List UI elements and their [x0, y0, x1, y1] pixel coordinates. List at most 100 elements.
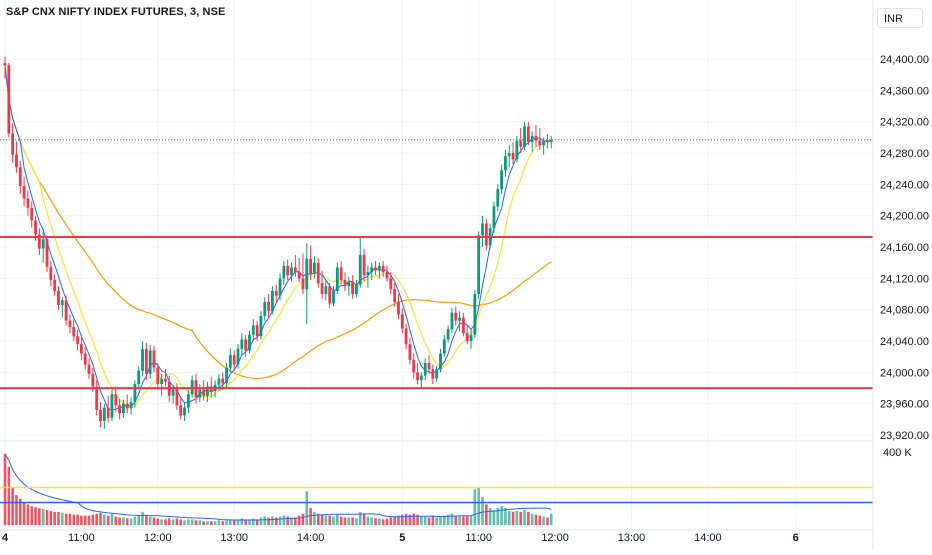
- volume-bar: [431, 516, 435, 525]
- candle: [251, 319, 255, 342]
- time-tick-label: 14:00: [694, 532, 722, 544]
- candle-body: [3, 63, 7, 66]
- candle: [80, 337, 83, 360]
- candle: [221, 372, 225, 390]
- candle-body: [400, 314, 404, 329]
- volume-bar: [507, 510, 511, 525]
- candle-body: [515, 140, 519, 160]
- volume-bar: [420, 516, 423, 525]
- currency-button[interactable]: INR: [877, 8, 923, 28]
- volume-bar: [393, 516, 396, 525]
- candle-body: [179, 405, 183, 416]
- volume-bar: [156, 518, 160, 525]
- candle-body: [217, 378, 221, 385]
- volume-bar: [549, 513, 553, 525]
- price-tick-label: 24,200.00: [880, 211, 929, 223]
- time-tick-label: 14:00: [297, 532, 325, 544]
- moving-averages: [4, 65, 552, 411]
- candle-body: [370, 267, 374, 273]
- candle-body: [385, 272, 389, 279]
- candle: [129, 397, 133, 415]
- candle: [18, 160, 22, 194]
- candle-body: [244, 339, 248, 351]
- volume-bar: [542, 516, 545, 525]
- volume-bar: [481, 496, 484, 525]
- candle-body: [439, 353, 442, 370]
- candle-body: [122, 403, 125, 414]
- candle: [125, 394, 129, 414]
- price-axis[interactable]: 24,400.00 24,360.00 24,320.00 24,280.00 24,2…: [872, 0, 932, 550]
- volume-bar: [462, 516, 465, 525]
- candle-body: [171, 389, 175, 396]
- candle: [313, 256, 316, 279]
- candle-body: [301, 278, 305, 290]
- volume-bar: [49, 510, 53, 525]
- candle-body: [484, 223, 488, 246]
- candle-body: [202, 389, 206, 396]
- volume-bar: [183, 520, 186, 525]
- candle-body: [57, 290, 60, 305]
- candle: [76, 330, 79, 351]
- candle: [362, 248, 366, 282]
- candle-body: [293, 267, 297, 273]
- candle-body: [351, 281, 355, 295]
- candle-body: [332, 290, 335, 304]
- candle: [408, 337, 412, 365]
- volume-bar: [41, 509, 45, 525]
- candle-body: [129, 402, 133, 409]
- candle: [538, 128, 542, 150]
- candle: [477, 231, 481, 299]
- candle-body: [416, 372, 419, 381]
- volume-bar: [530, 513, 534, 525]
- candle: [202, 380, 206, 401]
- candle: [57, 286, 60, 310]
- candle-body: [328, 286, 332, 304]
- volume-bar: [34, 507, 37, 525]
- volume-bar: [221, 521, 225, 525]
- candle-body: [267, 301, 270, 312]
- volume-bar: [343, 517, 347, 525]
- candle-body: [232, 355, 236, 365]
- candle-body: [95, 386, 99, 410]
- candle: [507, 145, 511, 168]
- candle-body: [435, 369, 439, 379]
- volume-bar: [179, 519, 183, 525]
- candle-body: [87, 364, 91, 374]
- volume-bar: [217, 520, 221, 525]
- candle: [523, 121, 526, 150]
- candle-body: [366, 272, 370, 276]
- volume-bar: [248, 519, 251, 525]
- candle-body: [500, 170, 503, 190]
- candle-body: [481, 223, 484, 236]
- candle: [347, 276, 351, 296]
- volume-bar: [68, 513, 72, 525]
- volume-bar: [297, 515, 301, 525]
- time-axis[interactable]: 4 11:00 12:00 13:00 14:00 5 11:00 12:00 13:00 14:…: [2, 532, 799, 544]
- volume-bar: [389, 517, 393, 525]
- candle-body: [523, 126, 526, 147]
- volume-ma-line: [4, 453, 552, 521]
- candle: [297, 258, 301, 283]
- candle-body: [542, 140, 546, 146]
- candle: [481, 215, 484, 248]
- candle-body: [99, 409, 102, 421]
- candle-body: [133, 384, 137, 403]
- candle: [22, 176, 26, 207]
- candle: [484, 218, 488, 251]
- candle-body: [60, 300, 64, 305]
- candle: [515, 135, 519, 163]
- candle-body: [358, 254, 362, 285]
- candle: [244, 334, 248, 357]
- volume-bar: [496, 508, 500, 525]
- volume-bar: [454, 515, 458, 525]
- candle: [458, 311, 461, 332]
- candle: [358, 237, 362, 288]
- candle: [442, 334, 446, 357]
- candle-body: [454, 312, 458, 321]
- candle: [465, 325, 469, 345]
- candle: [259, 311, 263, 340]
- candle: [3, 56, 7, 79]
- candle-body: [183, 407, 186, 416]
